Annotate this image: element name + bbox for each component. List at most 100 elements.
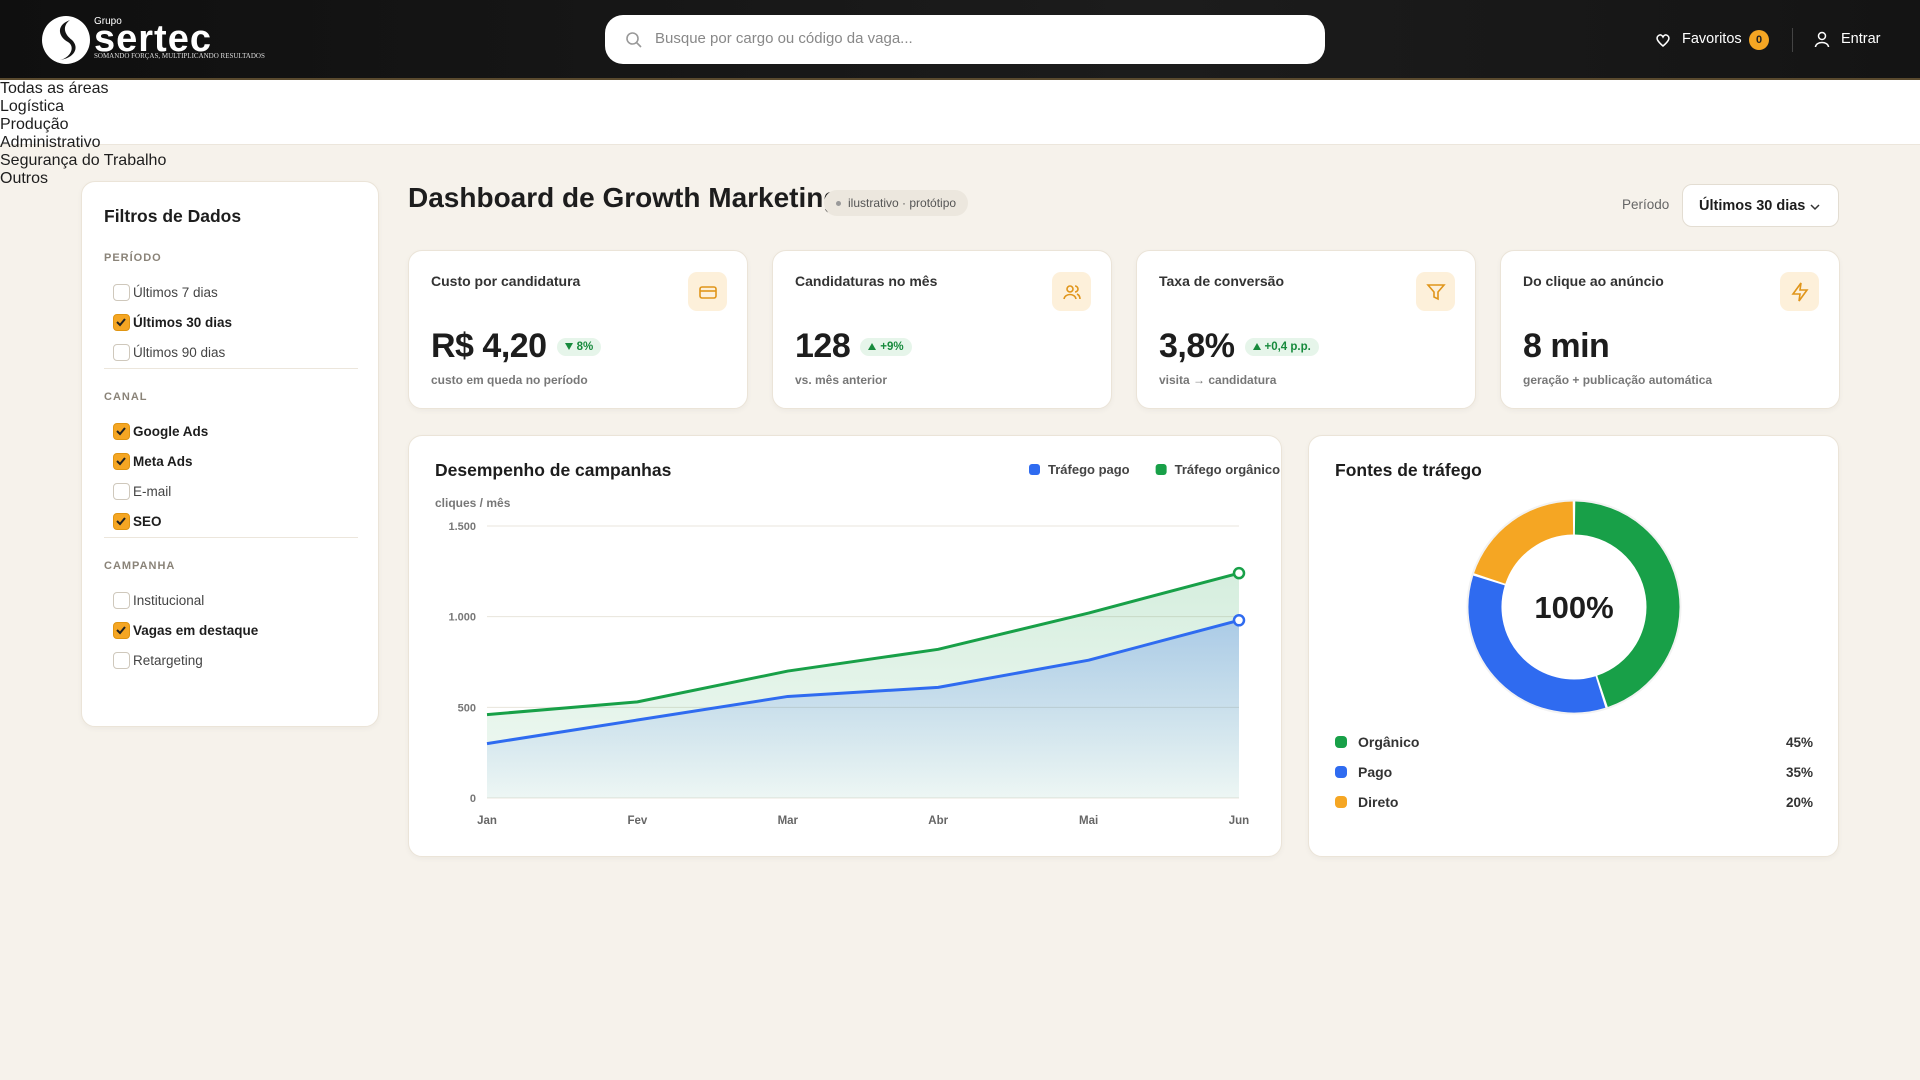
logo-small: Grupo — [94, 16, 122, 27]
group-label: CAMPANHA — [104, 560, 176, 572]
kpi-card: Custo por candidatura R$ 4,20 8% custo em q… — [408, 250, 748, 409]
checkbox[interactable] — [113, 592, 130, 609]
y-axis-label: cliques / mês — [435, 496, 511, 510]
checkbox[interactable] — [113, 483, 130, 500]
x-tick-label: Abr — [928, 815, 948, 827]
divider — [1792, 28, 1793, 52]
search-placeholder: Busque por cargo ou código da vaga... — [655, 30, 913, 47]
checkbox[interactable] — [113, 314, 130, 331]
kpi-card: Candidaturas no mês 128 +9% vs. mês anterio… — [772, 250, 1112, 409]
kpi-value: R$ 4,20 — [431, 327, 547, 365]
logo: sertec — [94, 18, 212, 60]
kpi-note: visita → candidatura — [1159, 373, 1277, 387]
group-label: CANAL — [104, 391, 148, 403]
option-label[interactable]: Institucional — [133, 593, 205, 608]
badge-text: ilustrativo · protótipo — [848, 196, 957, 210]
kpi-icon — [1052, 272, 1091, 311]
legend-label: Tráfego orgânico — [1175, 462, 1281, 477]
checkbox[interactable] — [113, 652, 130, 669]
checkbox[interactable] — [113, 423, 130, 440]
option-label[interactable]: Últimos 30 dias — [133, 315, 233, 330]
kpi-value-row: 8 min — [1523, 327, 1610, 366]
kpi-delta-text: +9% — [880, 340, 904, 353]
kpi-delta: +0,4 p.p. — [1244, 337, 1319, 356]
checkbox[interactable] — [113, 344, 130, 361]
search-icon — [626, 32, 642, 48]
kpi-value-row: 128 +9% — [795, 327, 912, 366]
checkbox[interactable] — [113, 284, 130, 301]
center-label: 100% — [1534, 590, 1613, 625]
option-label[interactable]: Retargeting — [133, 653, 203, 668]
check — [116, 457, 126, 466]
group-label: PERÍODO — [104, 252, 162, 264]
tagline: SOMANDO FORÇAS, MULTIPLICANDO RESULTADOS — [94, 52, 265, 60]
favorites[interactable]: Favoritos — [1682, 31, 1742, 47]
tab[interactable]: Segurança do Trabalho — [0, 152, 167, 169]
kpi-value: 8 min — [1523, 327, 1610, 365]
option-label[interactable]: Google Ads — [133, 424, 209, 439]
search-box[interactable]: Busque por cargo ou código da vaga... — [605, 15, 1325, 64]
checkbox[interactable] — [113, 453, 130, 470]
heart-icon — [1656, 34, 1670, 47]
icon — [698, 285, 717, 299]
tab[interactable]: Todas as áreas — [0, 80, 109, 97]
option-label[interactable]: Meta Ads — [133, 454, 193, 469]
tabs-bar: Todas as áreas Logística Produção Administr… — [0, 80, 1920, 187]
login[interactable]: Entrar — [1841, 31, 1881, 47]
x-tick-label: Mai — [1079, 815, 1098, 827]
option-label[interactable]: Vagas em destaque — [133, 623, 259, 638]
tab[interactable]: Outros — [0, 170, 49, 187]
kpi-label: Custo por candidatura — [431, 273, 581, 289]
tab[interactable]: Logística — [0, 98, 65, 115]
kpi-value: 3,8% — [1159, 327, 1235, 365]
kpi-label: Taxa de conversão — [1159, 273, 1285, 289]
x-tick-label: Jan — [477, 815, 497, 827]
kpi-note: vs. mês anterior — [795, 373, 888, 387]
option-label[interactable]: Últimos 90 dias — [133, 345, 226, 360]
checkbox[interactable] — [113, 622, 130, 639]
option-label[interactable]: E-mail — [133, 484, 172, 499]
period-value: Últimos 30 dias — [1699, 198, 1806, 214]
header: Grupo sertec SOMANDO FORÇAS, MULTIPLICAN… — [0, 0, 1920, 80]
kpi-card: Taxa de conversão 3,8% +0,4 p.p. visita → c… — [1136, 250, 1476, 409]
checkbox[interactable] — [113, 513, 130, 530]
value-label: 35% — [1786, 765, 1813, 780]
kpi-note: geração + publicação automática — [1523, 373, 1713, 387]
y-tick-label: 500 — [458, 702, 476, 714]
legend-swatch — [1155, 464, 1167, 475]
check — [116, 517, 126, 526]
dashboard-title: Dashboard de Growth Marketing — [408, 182, 841, 213]
tab[interactable]: Produção — [0, 116, 69, 133]
period-select[interactable]: Últimos 30 dias — [1682, 184, 1839, 227]
kpi-icon — [1416, 272, 1455, 311]
legend-swatch — [1029, 464, 1040, 475]
legend-label: Tráfego pago — [1048, 462, 1130, 477]
icon — [1062, 284, 1081, 299]
pie-chart-card: Fontes de tráfego 100% Orgânico 45% Pago 35% D… — [1308, 435, 1839, 857]
donut-slice — [1474, 501, 1574, 585]
kpi-note: custo em queda no período — [431, 373, 588, 387]
end-point — [1232, 614, 1246, 627]
tab[interactable]: Administrativo — [0, 134, 101, 151]
filters-title: Filtros de Dados — [104, 206, 242, 226]
trend-arrow — [868, 343, 877, 350]
user-icon — [1814, 31, 1830, 48]
option-label[interactable]: SEO — [133, 514, 162, 529]
separator — [104, 368, 358, 369]
line — [486, 618, 1240, 746]
legend-label: Orgânico — [1358, 734, 1419, 750]
favorites-count: 0 — [1749, 30, 1769, 50]
donut-slice — [1574, 501, 1680, 707]
logo-mark — [42, 16, 90, 64]
kpi-icon — [688, 272, 727, 311]
check — [116, 427, 126, 436]
chevron — [1810, 204, 1820, 211]
trend-arrow — [1252, 343, 1261, 350]
option-label[interactable]: Últimos 7 dias — [133, 285, 218, 300]
line — [486, 571, 1240, 717]
filters-panel: Filtros de Dados PERÍODO Últimos 7 dias Úl… — [81, 181, 379, 727]
kpi-card: Do clique ao anúncio 8 min geração + publi… — [1500, 250, 1840, 409]
x-tick-label: Fev — [627, 815, 647, 827]
trend-arrow — [564, 343, 573, 350]
